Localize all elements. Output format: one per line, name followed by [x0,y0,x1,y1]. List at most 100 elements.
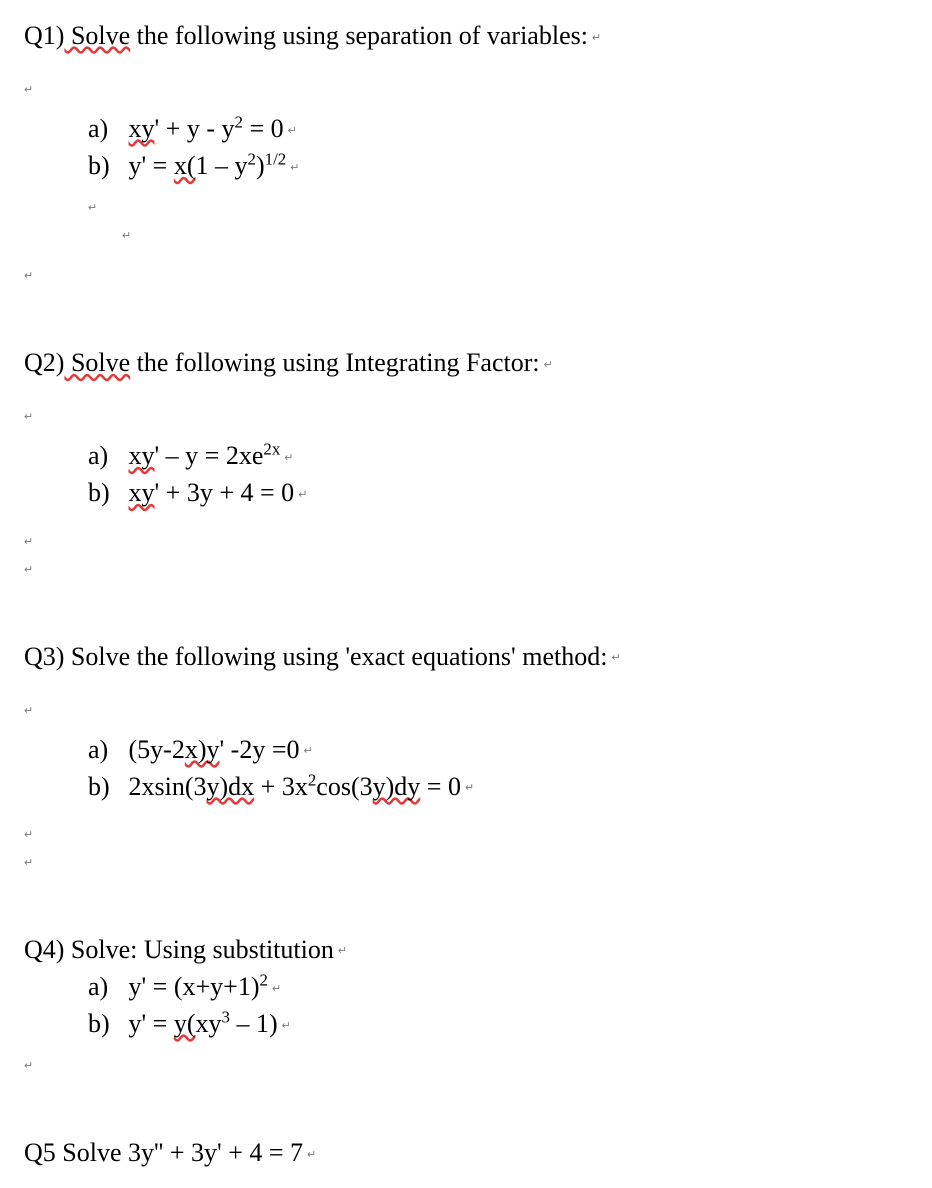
q2-item-b: b) xy' + 3y + 4 = 0↵ [88,475,908,510]
q1-item-b: b) y' = x(1 – y2)1/2↵ [88,148,908,183]
spellcheck-span: y)dx [207,772,255,801]
q1-heading-pre: Q1) [24,21,64,50]
paragraph-mark-icon: ↵ [88,202,97,214]
spellcheck-span: x( [174,151,196,180]
paragraph-mark-icon: ↵ [24,84,33,96]
paragraph-mark-icon: ↵ [24,564,33,576]
eq-part: = 0 [420,772,461,801]
paragraph-spacer: ↵ [24,410,908,438]
paragraph-mark-icon: ↵ [288,125,297,137]
superscript: 2x [263,440,280,459]
superscript: 1/2 [265,150,287,169]
item-label: b) [88,475,122,510]
paragraph-spacer: ↵ [88,229,908,257]
paragraph-mark-icon: ↵ [592,32,601,44]
q2-heading: Q2) Solve the following using Integratin… [24,345,908,380]
paragraph-mark-icon: ↵ [24,705,33,717]
spellcheck-span: x)y [185,735,220,764]
paragraph-mark-icon: ↵ [611,652,620,664]
q1-items: a) xy' + y - y2 = 0↵ b) y' = x(1 – y2)1/… [24,111,908,257]
q1-item-a: a) xy' + y - y2 = 0 ↵ [88,111,908,146]
superscript: 2 [260,970,268,989]
q4-heading-text: Q4) Solve: Using substitution [24,935,334,964]
eq-part: ) [256,151,265,180]
question-5: Q5 Solve 3y'' + 3y' + 4 = 7↵ [24,1135,908,1170]
question-1: Q1) Solve the following using separation… [24,18,908,297]
paragraph-spacer: ↵ [24,856,908,884]
eq-part: (5y-2 [129,735,185,764]
paragraph-spacer: ↵ [24,83,908,111]
equation-text: 2xsin(3y)dx + 3x2cos(3y)dy = 0 [129,772,461,801]
paragraph-spacer: ↵ [24,704,908,732]
question-4: Q4) Solve: Using substitution ↵ a) y' = (… [24,932,908,1087]
item-label: a) [88,111,122,146]
q2-heading-post: the following using Integrating Factor: [130,348,539,377]
eq-part: 1 – y [196,151,248,180]
spellcheck-span: xy [129,478,155,507]
paragraph-mark-icon: ↵ [282,1020,291,1032]
spellcheck-span: xy [129,114,155,143]
item-label: a) [88,438,122,473]
q3-item-b: b) 2xsin(3y)dx + 3x2cos(3y)dy = 0 ↵ [88,769,908,804]
q2-heading-underline: Solve [64,348,130,377]
paragraph-mark-icon: ↵ [284,452,293,464]
paragraph-spacer: ↵ [24,535,908,563]
q3-items: a) (5y-2x)y' -2y =0 ↵ b) 2xsin(3y)dx + 3x… [24,732,908,804]
paragraph-spacer: ↵ [24,269,908,297]
spellcheck-span: xy [129,441,155,470]
q4-item-a: a) y' = (x+y+1)2 ↵ [88,969,908,1004]
equation-text: (5y-2x)y' -2y =0 [129,735,300,764]
paragraph-spacer: ↵ [88,201,908,229]
q2-items: a) xy' – y = 2xe2x↵ b) xy' + 3y + 4 = 0↵ [24,438,908,510]
eq-part: = 0 [243,114,284,143]
q3-heading-text: Q3) Solve the following using 'exact equ… [24,642,607,671]
paragraph-mark-icon: ↵ [298,489,307,501]
q2-item-a: a) xy' – y = 2xe2x↵ [88,438,908,473]
eq-part: 2xsin(3 [129,772,207,801]
spellcheck-span: y)dy [373,772,421,801]
paragraph-mark-icon: ↵ [272,983,281,995]
paragraph-spacer: ↵ [24,828,908,856]
paragraph-spacer: ↵ [24,1059,908,1087]
q2-heading-pre: Q2) [24,348,64,377]
eq-part: ' + 3y + 4 = 0 [155,478,295,507]
q3-heading: Q3) Solve the following using 'exact equ… [24,639,908,674]
q1-heading-underline: Solve [64,21,130,50]
paragraph-mark-icon: ↵ [24,857,33,869]
question-3: Q3) Solve the following using 'exact equ… [24,639,908,884]
equation-text: xy' + y - y2 = 0 [129,114,284,143]
q1-heading-post: the following using separation of variab… [130,21,588,50]
equation-text: y' = x(1 – y2)1/2 [129,151,287,180]
q4-heading: Q4) Solve: Using substitution ↵ [24,932,908,967]
q3-item-a: a) (5y-2x)y' -2y =0 ↵ [88,732,908,767]
q4-items: a) y' = (x+y+1)2↵ b) y' = y(xy3 – 1)↵ [24,969,908,1041]
eq-part: y' = (x+y+1) [129,972,260,1001]
eq-part: + 3x [254,772,308,801]
eq-part: ' – y = 2xe [155,441,264,470]
paragraph-mark-icon: ↵ [24,536,33,548]
paragraph-mark-icon: ↵ [122,230,131,242]
paragraph-mark-icon: ↵ [465,782,474,794]
paragraph-spacer: ↵ [24,563,908,591]
paragraph-mark-icon: ↵ [24,829,33,841]
paragraph-mark-icon: ↵ [290,162,299,174]
item-label: a) [88,732,122,767]
eq-part: ' + y - y [155,114,235,143]
item-label: b) [88,769,122,804]
paragraph-mark-icon: ↵ [304,745,313,757]
paragraph-mark-icon: ↵ [24,270,33,282]
superscript: 2 [248,150,256,169]
equation-text: y' = (x+y+1)2 [129,972,268,1001]
paragraph-mark-icon: ↵ [338,945,347,957]
eq-part: y' = [129,151,174,180]
item-label: a) [88,969,122,1004]
q5-text: Q5 Solve 3y'' + 3y' + 4 = 7 [24,1138,303,1167]
eq-part: cos(3 [316,772,372,801]
equation-text: xy' + 3y + 4 = 0 [129,478,295,507]
question-2: Q2) Solve the following using Integratin… [24,345,908,590]
equation-text: xy' – y = 2xe2x [129,441,281,470]
paragraph-mark-icon: ↵ [24,1060,33,1072]
paragraph-mark-icon: ↵ [24,411,33,423]
q1-heading: Q1) Solve the following using separation… [24,18,908,53]
item-label: b) [88,148,122,183]
